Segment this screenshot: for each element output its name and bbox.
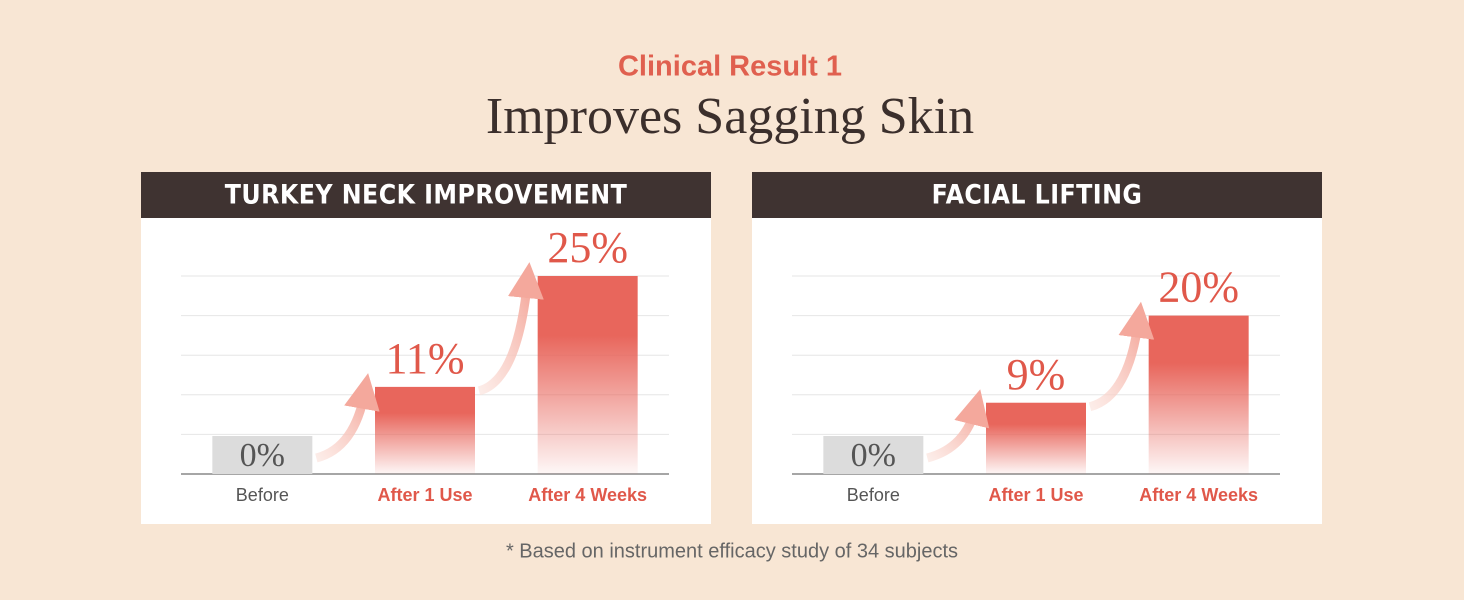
trend-arrow bbox=[1088, 301, 1155, 412]
bar bbox=[375, 386, 475, 474]
x-tick-label: After 1 Use bbox=[377, 485, 472, 505]
value-label: 25% bbox=[547, 223, 628, 272]
x-tick-label: After 4 Weeks bbox=[1139, 485, 1258, 505]
value-label: 0% bbox=[240, 437, 285, 474]
trend-arrow bbox=[314, 373, 380, 463]
x-tick-label: Before bbox=[236, 485, 289, 505]
x-tick-label: Before bbox=[847, 485, 900, 505]
value-label: 20% bbox=[1158, 263, 1239, 312]
footnote: * Based on instrument efficacy study of … bbox=[506, 540, 958, 562]
value-label: 11% bbox=[385, 334, 464, 383]
value-label: 9% bbox=[1007, 350, 1066, 399]
bar bbox=[1148, 315, 1249, 474]
baseline-plate bbox=[823, 436, 924, 474]
panel-title: FACIAL LIFTING bbox=[932, 178, 1143, 210]
bar bbox=[986, 402, 1086, 474]
baseline-plate bbox=[212, 436, 313, 474]
value-label: 0% bbox=[851, 437, 896, 474]
panel-header bbox=[141, 172, 711, 218]
panel-title: TURKEY NECK IMPROVEMENT bbox=[225, 178, 628, 210]
trend-arrow bbox=[477, 262, 544, 396]
bar bbox=[537, 276, 638, 474]
headline: Improves Sagging Skin bbox=[486, 88, 974, 145]
trend-arrow bbox=[926, 389, 990, 463]
kicker: Clinical Result 1 bbox=[618, 51, 842, 83]
x-tick-label: After 1 Use bbox=[988, 485, 1083, 505]
panel-header bbox=[752, 172, 1322, 218]
x-tick-label: After 4 Weeks bbox=[528, 485, 647, 505]
